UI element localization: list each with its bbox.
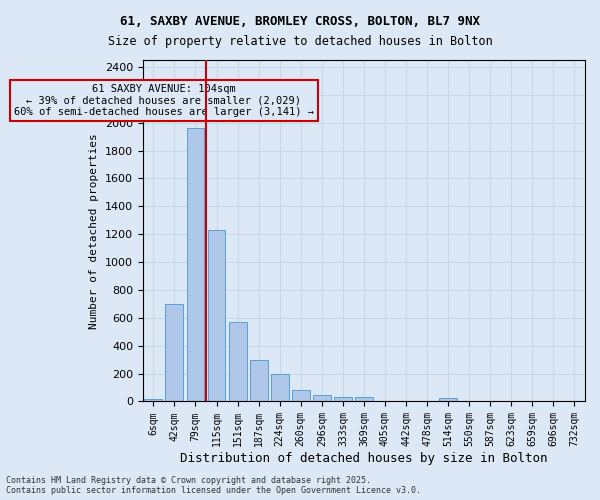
Bar [355,396,373,402]
Bar [334,396,352,402]
Text: Size of property relative to detached houses in Bolton: Size of property relative to detached ho… [107,35,493,48]
Text: 61, SAXBY AVENUE, BROMLEY CROSS, BOLTON, BL7 9NX: 61, SAXBY AVENUE, BROMLEY CROSS, BOLTON,… [120,15,480,28]
Text: 61 SAXBY AVENUE: 104sqm
← 39% of detached houses are smaller (2,029)
60% of semi: 61 SAXBY AVENUE: 104sqm ← 39% of detache… [14,84,314,117]
X-axis label: Distribution of detached houses by size in Bolton: Distribution of detached houses by size … [180,452,548,465]
Y-axis label: Number of detached properties: Number of detached properties [89,133,100,328]
Bar [187,128,205,402]
Bar [271,374,289,402]
Text: Contains HM Land Registry data © Crown copyright and database right 2025.
Contai: Contains HM Land Registry data © Crown c… [6,476,421,495]
Bar [313,395,331,402]
Bar [208,230,226,402]
Bar [229,322,247,402]
Bar [145,400,163,402]
Bar [166,304,184,402]
Bar [439,398,457,402]
Bar [250,360,268,402]
Bar [292,390,310,402]
